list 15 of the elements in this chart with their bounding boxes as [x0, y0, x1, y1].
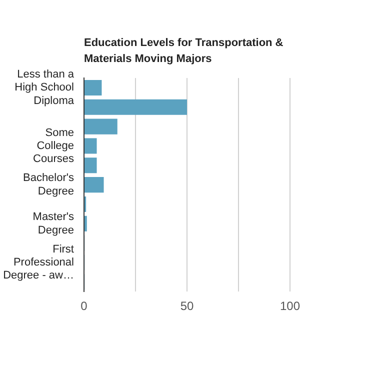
x-tick-label: 100: [280, 299, 300, 314]
bar: [84, 99, 187, 115]
bar: [84, 138, 97, 154]
bar: [84, 158, 97, 174]
y-tick-label: First Professional Degree - aw…: [3, 243, 74, 282]
bar: [84, 118, 118, 134]
y-tick-label: Some College Courses: [33, 126, 74, 166]
bar: [84, 80, 102, 96]
y-tick-label: Less than a High School Diploma: [14, 68, 75, 107]
y-tick-label: Master's Degree: [32, 211, 74, 236]
x-tick-label: 0: [80, 299, 88, 314]
y-tick-label: Bachelor's Degree: [22, 172, 74, 198]
bar: [84, 177, 104, 193]
chart-title: Education Levels for Transportation & Materials Moving Majors: [84, 37, 284, 65]
x-tick-label: 50: [180, 299, 194, 314]
